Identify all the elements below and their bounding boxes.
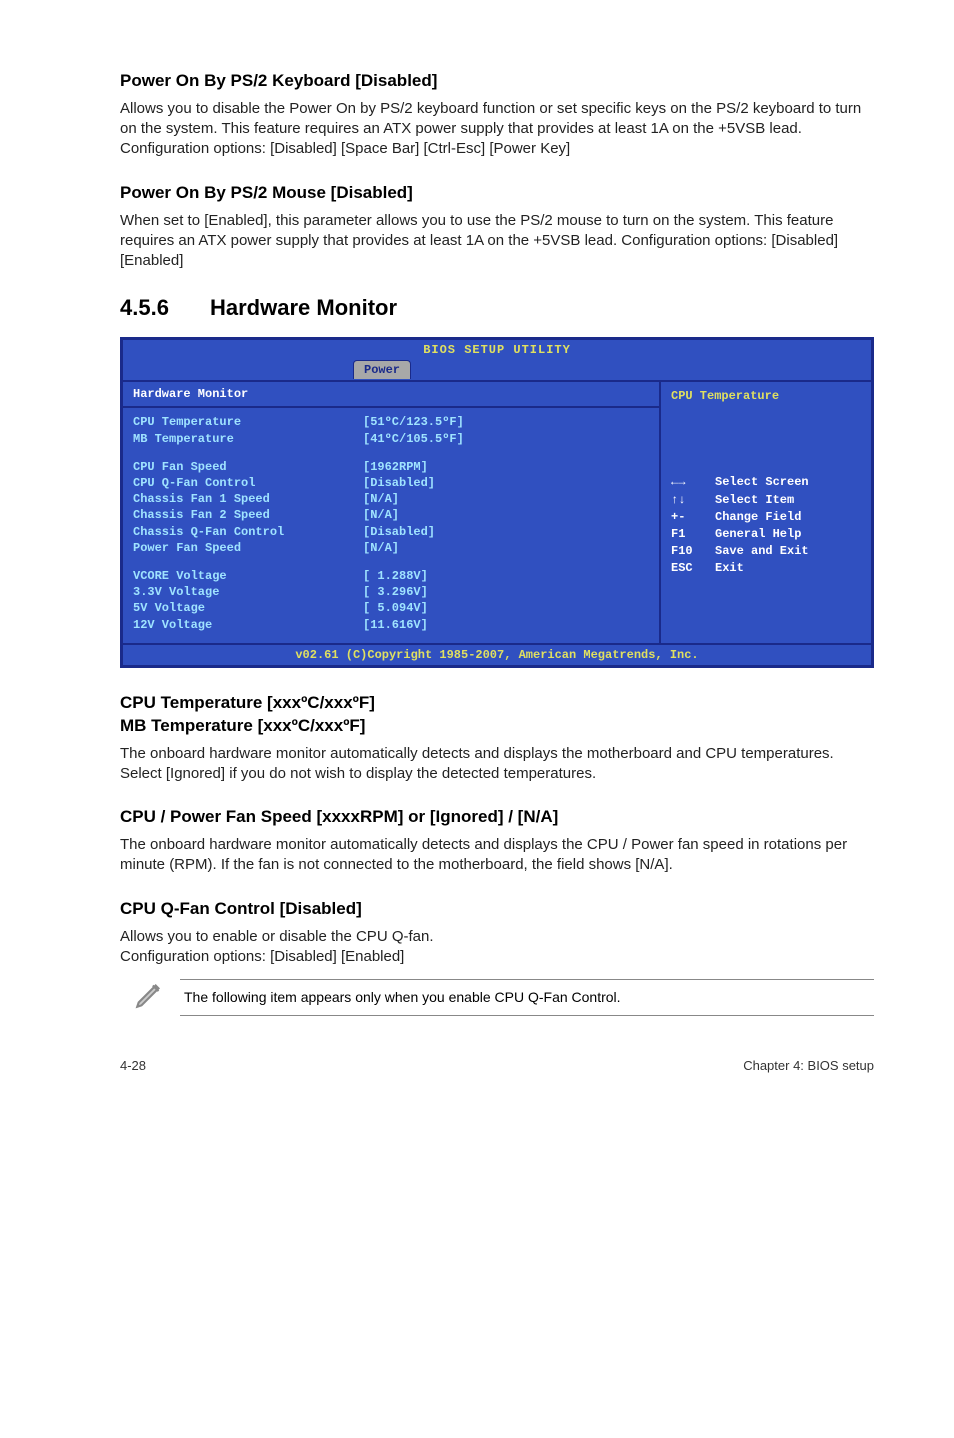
pencil-icon <box>120 977 180 1017</box>
text-qfan-body2: Configuration options: [Disabled] [Enabl… <box>120 947 874 967</box>
heading-mb-temp: MB Temperature [xxxºC/xxxºF] <box>120 715 874 738</box>
text-ps2-keyboard-body2: Configuration options: [Disabled] [Space… <box>120 139 874 159</box>
bios-value: [N/A] <box>363 540 399 556</box>
bios-value: [51ºC/123.5ºF] <box>363 414 464 430</box>
bios-row[interactable]: CPU Q-Fan Control[Disabled] <box>133 475 649 491</box>
bios-row[interactable]: 12V Voltage[11.616V] <box>133 617 649 633</box>
bios-window: BIOS SETUP UTILITY Power Hardware Monito… <box>120 337 874 668</box>
bios-label: MB Temperature <box>133 431 363 447</box>
bios-tab-row: Power <box>123 360 871 380</box>
nav-text: Change Field <box>715 509 801 525</box>
section-fan-speed: CPU / Power Fan Speed [xxxxRPM] or [Igno… <box>120 806 874 875</box>
nav-key: +- <box>671 509 715 525</box>
section-ps2-keyboard: Power On By PS/2 Keyboard [Disabled] All… <box>120 70 874 160</box>
bios-value: [Disabled] <box>363 524 435 540</box>
nav-key: F1 <box>671 526 715 542</box>
heading-number: 4.5.6 <box>120 293 210 323</box>
bios-value: [Disabled] <box>363 475 435 491</box>
bios-left-panel: Hardware Monitor CPU Temperature[51ºC/12… <box>123 382 661 642</box>
page-footer: 4-28 Chapter 4: BIOS setup <box>120 1057 874 1075</box>
bios-label: Power Fan Speed <box>133 540 363 556</box>
text-fan-speed-body: The onboard hardware monitor automatical… <box>120 835 874 876</box>
bios-tab-power[interactable]: Power <box>353 360 411 379</box>
heading-fan-speed: CPU / Power Fan Speed [xxxxRPM] or [Igno… <box>120 806 874 829</box>
bios-help-title: CPU Temperature <box>671 388 861 404</box>
bios-rows: CPU Temperature[51ºC/123.5ºF] MB Tempera… <box>123 408 659 642</box>
section-cpu-temp: CPU Temperature [xxxºC/xxxºF] MB Tempera… <box>120 692 874 784</box>
note-text: The following item appears only when you… <box>180 979 874 1016</box>
bios-label: CPU Temperature <box>133 414 363 430</box>
heading-ps2-mouse: Power On By PS/2 Mouse [Disabled] <box>120 182 874 205</box>
bios-label: CPU Fan Speed <box>133 459 363 475</box>
nav-key: ESC <box>671 560 715 576</box>
bios-label: CPU Q-Fan Control <box>133 475 363 491</box>
text-ps2-mouse-body: When set to [Enabled], this parameter al… <box>120 211 874 272</box>
bios-value: [N/A] <box>363 507 399 523</box>
bios-value: [41ºC/105.5ºF] <box>363 431 464 447</box>
bios-row[interactable]: CPU Temperature[51ºC/123.5ºF] <box>133 414 649 430</box>
section-qfan: CPU Q-Fan Control [Disabled] Allows you … <box>120 898 874 967</box>
nav-row: +-Change Field <box>671 509 861 525</box>
nav-text: General Help <box>715 526 801 542</box>
section-ps2-mouse: Power On By PS/2 Mouse [Disabled] When s… <box>120 182 874 272</box>
bios-value: [ 1.288V] <box>363 568 428 584</box>
nav-text: Exit <box>715 560 744 576</box>
bios-footer: v02.61 (C)Copyright 1985-2007, American … <box>123 643 871 665</box>
nav-row: F1General Help <box>671 526 861 542</box>
bios-label: VCORE Voltage <box>133 568 363 584</box>
bios-value: [N/A] <box>363 491 399 507</box>
nav-row: F10Save and Exit <box>671 543 861 559</box>
heading-text: Hardware Monitor <box>210 295 397 320</box>
text-qfan-body1: Allows you to enable or disable the CPU … <box>120 927 874 947</box>
heading-hardware-monitor: 4.5.6Hardware Monitor <box>120 293 874 323</box>
bios-row[interactable]: Power Fan Speed[N/A] <box>133 540 649 556</box>
nav-row: ←→Select Screen <box>671 474 861 490</box>
text-ps2-keyboard-body1: Allows you to disable the Power On by PS… <box>120 99 874 140</box>
chapter-label: Chapter 4: BIOS setup <box>743 1057 874 1075</box>
bios-row[interactable]: MB Temperature[41ºC/105.5ºF] <box>133 431 649 447</box>
heading-ps2-keyboard: Power On By PS/2 Keyboard [Disabled] <box>120 70 874 93</box>
bios-value: [ 3.296V] <box>363 584 428 600</box>
bios-panel-title: Hardware Monitor <box>123 382 659 408</box>
nav-row: ESCExit <box>671 560 861 576</box>
bios-value: [1962RPM] <box>363 459 428 475</box>
bios-row[interactable]: 5V Voltage[ 5.094V] <box>133 600 649 616</box>
bios-value: [ 5.094V] <box>363 600 428 616</box>
nav-text: Select Screen <box>715 474 809 490</box>
nav-text: Save and Exit <box>715 543 809 559</box>
bios-row[interactable]: CPU Fan Speed[1962RPM] <box>133 459 649 475</box>
bios-row[interactable]: Chassis Fan 2 Speed[N/A] <box>133 507 649 523</box>
bios-header: BIOS SETUP UTILITY <box>123 340 871 358</box>
text-cpu-temp-body: The onboard hardware monitor automatical… <box>120 744 874 785</box>
bios-label: 5V Voltage <box>133 600 363 616</box>
bios-row[interactable]: Chassis Q-Fan Control[Disabled] <box>133 524 649 540</box>
note-block: The following item appears only when you… <box>120 977 874 1017</box>
bios-label: Chassis Q-Fan Control <box>133 524 363 540</box>
bios-body: Hardware Monitor CPU Temperature[51ºC/12… <box>123 380 871 642</box>
bios-label: 3.3V Voltage <box>133 584 363 600</box>
bios-row[interactable]: Chassis Fan 1 Speed[N/A] <box>133 491 649 507</box>
nav-key: F10 <box>671 543 715 559</box>
heading-cpu-temp: CPU Temperature [xxxºC/xxxºF] <box>120 692 874 715</box>
heading-qfan: CPU Q-Fan Control [Disabled] <box>120 898 874 921</box>
bios-row[interactable]: 3.3V Voltage[ 3.296V] <box>133 584 649 600</box>
nav-key: ↑↓ <box>671 492 715 508</box>
bios-label: Chassis Fan 1 Speed <box>133 491 363 507</box>
nav-row: ↑↓Select Item <box>671 492 861 508</box>
bios-nav-help: ←→Select Screen ↑↓Select Item +-Change F… <box>671 474 861 576</box>
bios-row[interactable]: VCORE Voltage[ 1.288V] <box>133 568 649 584</box>
bios-value: [11.616V] <box>363 617 428 633</box>
bios-right-panel: CPU Temperature ←→Select Screen ↑↓Select… <box>661 382 871 642</box>
bios-label: 12V Voltage <box>133 617 363 633</box>
nav-key: ←→ <box>671 474 715 490</box>
bios-label: Chassis Fan 2 Speed <box>133 507 363 523</box>
page-number: 4-28 <box>120 1057 146 1075</box>
nav-text: Select Item <box>715 492 794 508</box>
